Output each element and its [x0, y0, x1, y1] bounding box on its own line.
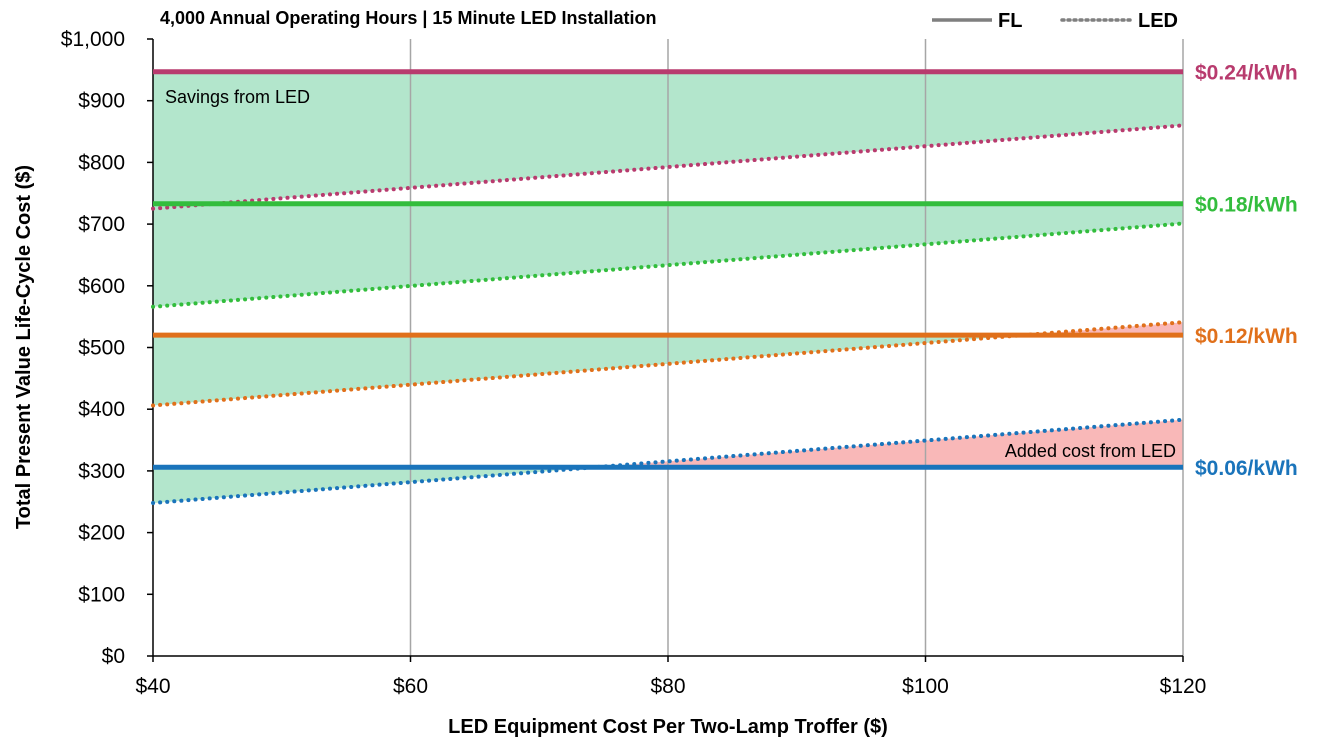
x-tick-label-0: $40 [135, 675, 170, 698]
y-tick-label-7: $700 [78, 213, 125, 236]
x-tick-label-2: $80 [650, 675, 685, 698]
added-cost-annotation: Added cost from LED [1005, 441, 1176, 461]
legend-led-label: LED [1138, 10, 1178, 32]
rate-label-2: $0.18/kWh [1195, 194, 1298, 217]
y-tick-label-1: $100 [78, 583, 125, 606]
x-tick-label-3: $100 [902, 675, 949, 698]
y-tick-label-4: $400 [78, 398, 125, 421]
x-axis-title: LED Equipment Cost Per Two-Lamp Troffer … [448, 716, 888, 738]
led-line-1 [151, 123, 1185, 211]
legend: FL LED [932, 10, 1178, 32]
rate-label-1: $0.24/kWh [1195, 62, 1298, 85]
y-tick-label-5: $500 [78, 337, 125, 360]
led-line-4 [151, 417, 1185, 505]
y-tick-label-0: $0 [102, 645, 125, 668]
led-line-2 [151, 221, 1185, 309]
y-tick-label-9: $900 [78, 90, 125, 113]
legend-fl-label: FL [998, 10, 1022, 32]
y-axis-title: Total Present Value Life-Cycle Cost ($) [13, 165, 35, 529]
y-tick-label-2: $200 [78, 522, 125, 545]
y-tick-label-10: $1,000 [61, 28, 125, 51]
x-tick-label-1: $60 [393, 675, 428, 698]
chart-title: 4,000 Annual Operating Hours | 15 Minute… [160, 8, 656, 28]
axes: $0 $100 $200 $300 $400 $500 $600 $700 $800 $900 $1… [61, 28, 1207, 698]
rate-labels: $0.24/kWh $0.18/kWh $0.12/kWh $0.06/kWh [1195, 62, 1298, 480]
x-tick-label-4: $120 [1160, 675, 1207, 698]
y-tick-label-8: $800 [78, 151, 125, 174]
y-tick-label-3: $300 [78, 460, 125, 483]
rate-label-4: $0.06/kWh [1195, 457, 1298, 480]
grid-lines [409, 39, 1184, 656]
y-tick-label-6: $600 [78, 275, 125, 298]
savings-annotation: Savings from LED [165, 87, 310, 107]
rate-label-3: $0.12/kWh [1195, 325, 1298, 348]
savings-area-3 [153, 335, 1023, 406]
series-lines [151, 69, 1185, 505]
